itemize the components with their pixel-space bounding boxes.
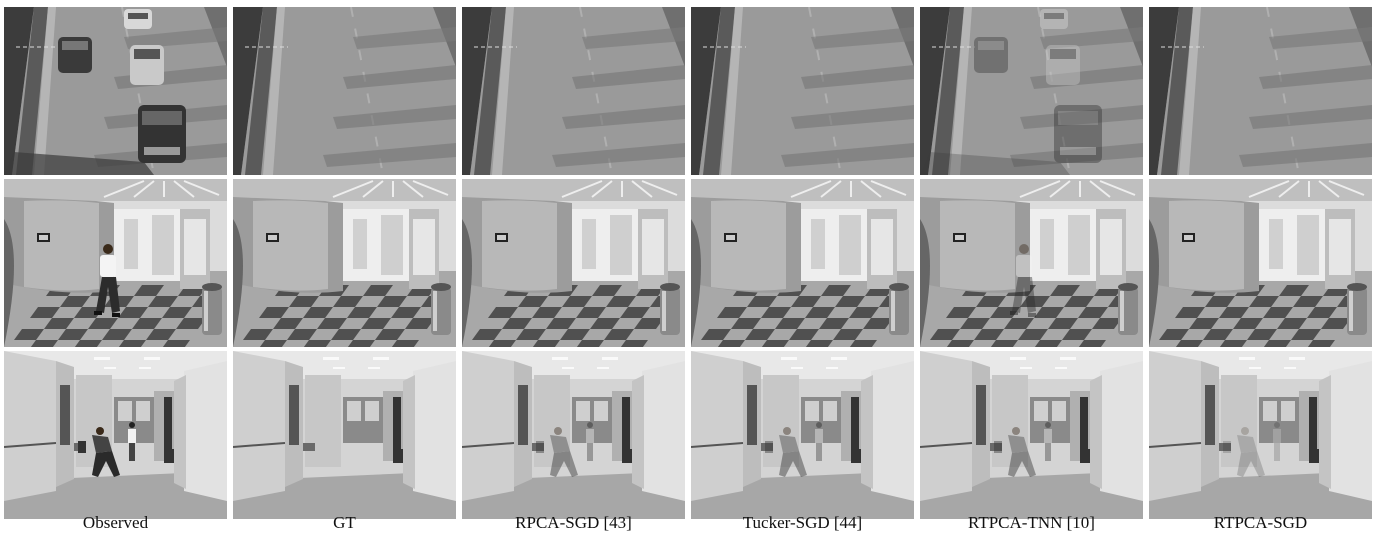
frame-hall-col-3 [462, 179, 685, 347]
office-scene-image [1149, 351, 1372, 519]
frame-office-col-1 [4, 351, 227, 519]
highway-scene-image [462, 7, 685, 175]
highway-scene-image [691, 7, 914, 175]
caption-rtpca-sgd: RTPCA-SGD [1213, 513, 1308, 532]
highway-scene-image [4, 7, 227, 175]
frame-office-col-5 [920, 351, 1143, 519]
frame-highway-col-2 [233, 7, 456, 175]
frame-office-col-3 [462, 351, 685, 519]
frame-highway-col-4 [691, 7, 914, 175]
office-scene-image [920, 351, 1143, 519]
hall-scene-image [462, 179, 685, 347]
office-scene-image [4, 351, 227, 519]
hall-scene-image [1149, 179, 1372, 347]
frame-hall-col-5 [920, 179, 1143, 347]
highway-scene-image [1149, 7, 1372, 175]
caption-row: Observed GT RPCA-SGD [43] Tucker-SGD [44… [4, 513, 1372, 533]
frame-office-col-2 [233, 351, 456, 519]
caption-rtpca-tnn: RTPCA-TNN [10] [968, 513, 1095, 532]
hall-scene-image [691, 179, 914, 347]
frame-highway-col-3 [462, 7, 685, 175]
frame-office-col-4 [691, 351, 914, 519]
frame-hall-col-4 [691, 179, 914, 347]
caption-observed: Observed [82, 513, 149, 532]
caption-gt: GT [333, 513, 356, 532]
office-scene-image [462, 351, 685, 519]
office-scene-image [691, 351, 914, 519]
frame-highway-col-1 [4, 7, 227, 175]
image-grid [4, 7, 1372, 519]
caption-tucker-sgd: Tucker-SGD [44] [742, 513, 863, 532]
frame-highway-col-5 [920, 7, 1143, 175]
frame-office-col-6 [1149, 351, 1372, 519]
highway-scene-image [920, 7, 1143, 175]
office-scene-image [233, 351, 456, 519]
highway-scene-image [233, 7, 456, 175]
frame-hall-col-6 [1149, 179, 1372, 347]
frame-hall-col-1 [4, 179, 227, 347]
frame-highway-col-6 [1149, 7, 1372, 175]
caption-rpca-sgd: RPCA-SGD [43] [515, 513, 632, 532]
hall-scene-image [4, 179, 227, 347]
hall-scene-image [233, 179, 456, 347]
frame-hall-col-2 [233, 179, 456, 347]
hall-scene-image [920, 179, 1143, 347]
